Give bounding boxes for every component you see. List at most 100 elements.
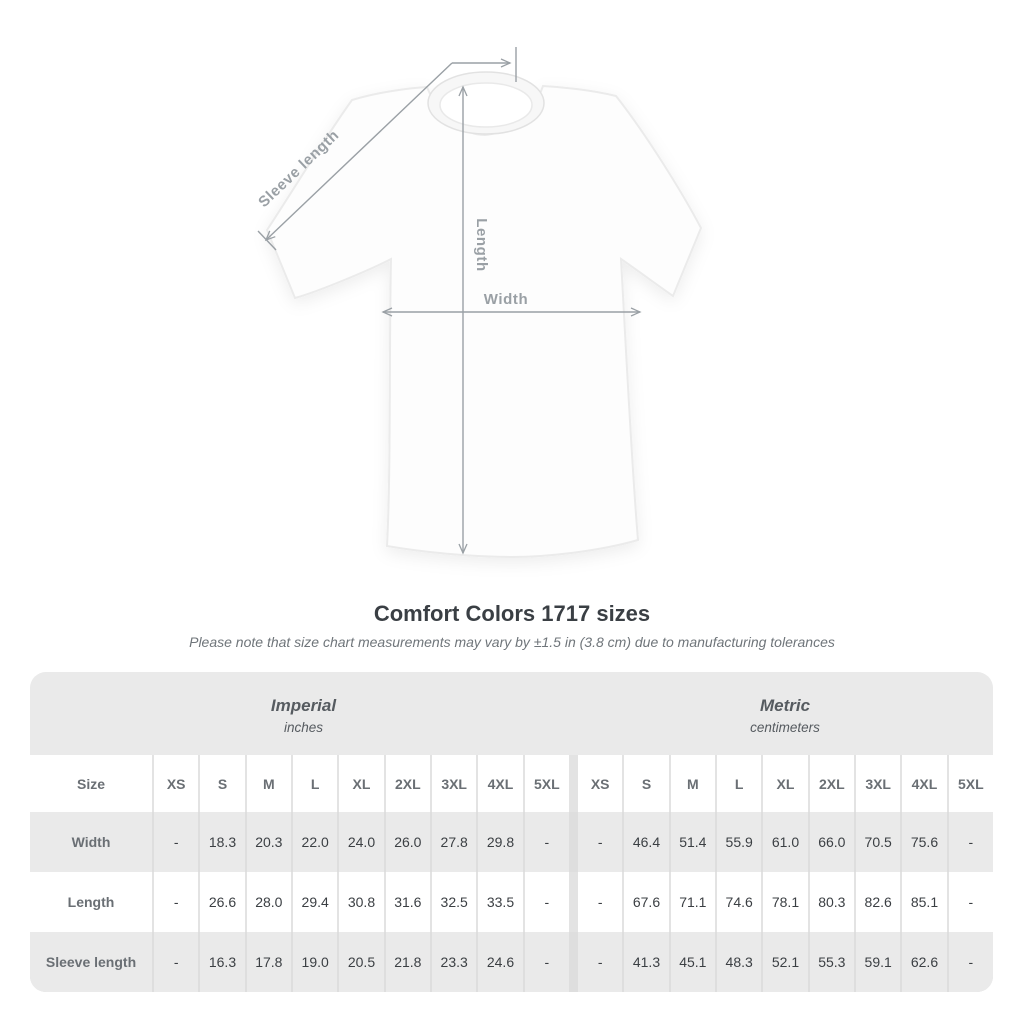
metric-size-header: L <box>716 755 762 812</box>
imperial-value-cell: - <box>524 812 569 872</box>
imperial-value-cell: 17.8 <box>246 932 291 992</box>
length-label: Length <box>473 218 490 272</box>
imperial-size-header: 5XL <box>524 755 569 812</box>
imperial-value-cell: 16.3 <box>200 932 245 992</box>
metric-group-label: Metric <box>759 696 811 715</box>
imperial-size-header: 2XL <box>385 755 430 812</box>
sleeve-length-cuff-tick <box>257 230 277 251</box>
metric-size-header: 5XL <box>948 755 993 812</box>
imperial-value-cell: 29.4 <box>292 872 338 932</box>
table-row: Length -26.6 28.0 29.4 30.8 31.6 32.5 33.5- -67.… <box>30 872 993 932</box>
metric-value-cell: - <box>577 872 623 932</box>
metric-value-cell: - <box>948 812 993 872</box>
group-gap <box>571 932 576 992</box>
metric-value-cell: 74.6 <box>716 872 762 932</box>
imperial-value-cell: 26.6 <box>200 872 245 932</box>
metric-value-cell: 52.1 <box>763 932 808 992</box>
imperial-value-cell: 20.5 <box>339 932 384 992</box>
metric-value-cell: 85.1 <box>902 872 947 932</box>
metric-size-header: 3XL <box>855 755 901 812</box>
imperial-value-cell: 30.8 <box>339 872 384 932</box>
imperial-value-cell: - <box>524 872 569 932</box>
unit-group-header: Imperial inches Metric centimeters <box>30 672 993 755</box>
group-gap <box>571 755 576 812</box>
imperial-value-cell: 20.3 <box>246 812 291 872</box>
metric-value-cell: 55.3 <box>809 932 854 992</box>
imperial-size-header: L <box>292 755 338 812</box>
imperial-value-cell: 28.0 <box>246 872 291 932</box>
metric-size-header: XL <box>763 755 808 812</box>
metric-value-cell: 61.0 <box>763 812 808 872</box>
imperial-size-header: M <box>246 755 291 812</box>
imperial-value-cell: - <box>154 932 199 992</box>
imperial-value-cell: 24.0 <box>339 812 384 872</box>
metric-value-cell: 51.4 <box>670 812 715 872</box>
metric-value-cell: 82.6 <box>855 872 901 932</box>
imperial-value-cell: 21.8 <box>385 932 430 992</box>
collar <box>427 71 545 135</box>
metric-value-cell: 70.5 <box>855 812 901 872</box>
imperial-size-header: XL <box>339 755 384 812</box>
metric-value-cell: - <box>948 872 993 932</box>
imperial-unit-label: inches <box>283 720 324 735</box>
size-chart-table: Imperial inches Metric centimeters Size X… <box>30 672 993 992</box>
imperial-value-cell: 22.0 <box>292 812 338 872</box>
metric-unit-label: centimeters <box>750 720 820 735</box>
measurement-row-label: Sleeve length <box>30 932 152 992</box>
imperial-value-cell: 31.6 <box>385 872 430 932</box>
table-row: Width -18.3 20.3 22.0 24.0 26.0 27.8 29.8- -46.4… <box>30 812 993 872</box>
table-body: Size XS S M L XL 2XL 3XL 4XL 5XL XS S M L XL 2XL 3XL 4XL 5… <box>30 755 993 992</box>
imperial-value-cell: 23.3 <box>431 932 477 992</box>
imperial-value-cell: - <box>154 872 199 932</box>
metric-size-header: S <box>624 755 669 812</box>
imperial-size-header: 3XL <box>431 755 477 812</box>
metric-value-cell: 78.1 <box>763 872 808 932</box>
metric-value-cell: 55.9 <box>716 812 762 872</box>
metric-value-cell: - <box>577 812 623 872</box>
metric-value-cell: 48.3 <box>716 932 762 992</box>
imperial-value-cell: 29.8 <box>478 812 523 872</box>
metric-value-cell: - <box>948 932 993 992</box>
metric-size-header: M <box>670 755 715 812</box>
metric-value-cell: 75.6 <box>902 812 947 872</box>
group-gap <box>571 872 576 932</box>
page-title: Comfort Colors 1717 sizes <box>373 601 651 626</box>
metric-value-cell: 62.6 <box>902 932 947 992</box>
imperial-group-label: Imperial <box>270 696 337 715</box>
imperial-value-cell: 33.5 <box>478 872 523 932</box>
metric-value-cell: 59.1 <box>855 932 901 992</box>
metric-value-cell: 80.3 <box>809 872 854 932</box>
imperial-value-cell: 24.6 <box>478 932 523 992</box>
size-header-row: Size XS S M L XL 2XL 3XL 4XL 5XL XS S M L XL 2XL 3XL 4XL 5… <box>30 755 993 812</box>
imperial-value-cell: - <box>154 812 199 872</box>
imperial-size-header: 4XL <box>478 755 523 812</box>
measurement-row-label: Length <box>30 872 152 932</box>
tolerance-note: Please note that size chart measurements… <box>189 634 835 650</box>
imperial-value-cell: 18.3 <box>200 812 245 872</box>
imperial-value-cell: 32.5 <box>431 872 477 932</box>
imperial-group-header: Imperial inches <box>30 672 577 755</box>
metric-value-cell: - <box>577 932 623 992</box>
measurement-row-label: Width <box>30 812 152 872</box>
imperial-size-header: S <box>200 755 245 812</box>
metric-value-cell: 46.4 <box>624 812 669 872</box>
metric-size-header: 4XL <box>902 755 947 812</box>
metric-group-header: Metric centimeters <box>577 672 993 755</box>
size-column-header: Size <box>30 755 152 812</box>
imperial-size-header: XS <box>154 755 199 812</box>
metric-size-header: XS <box>577 755 623 812</box>
sleeve-length-arrow <box>264 62 453 242</box>
metric-value-cell: 41.3 <box>624 932 669 992</box>
tshirt-image <box>265 71 703 559</box>
group-gap <box>571 812 576 872</box>
imperial-value-cell: 27.8 <box>431 812 477 872</box>
metric-size-header: 2XL <box>809 755 854 812</box>
metric-value-cell: 45.1 <box>670 932 715 992</box>
imperial-value-cell: 26.0 <box>385 812 430 872</box>
metric-value-cell: 71.1 <box>670 872 715 932</box>
metric-value-cell: 66.0 <box>809 812 854 872</box>
tshirt-measurement-diagram: Sleeve length Length Width <box>255 47 703 559</box>
imperial-value-cell: 19.0 <box>292 932 338 992</box>
table-row: Sleeve length -16.3 17.8 19.0 20.5 21.8 23.3 24… <box>30 932 993 992</box>
